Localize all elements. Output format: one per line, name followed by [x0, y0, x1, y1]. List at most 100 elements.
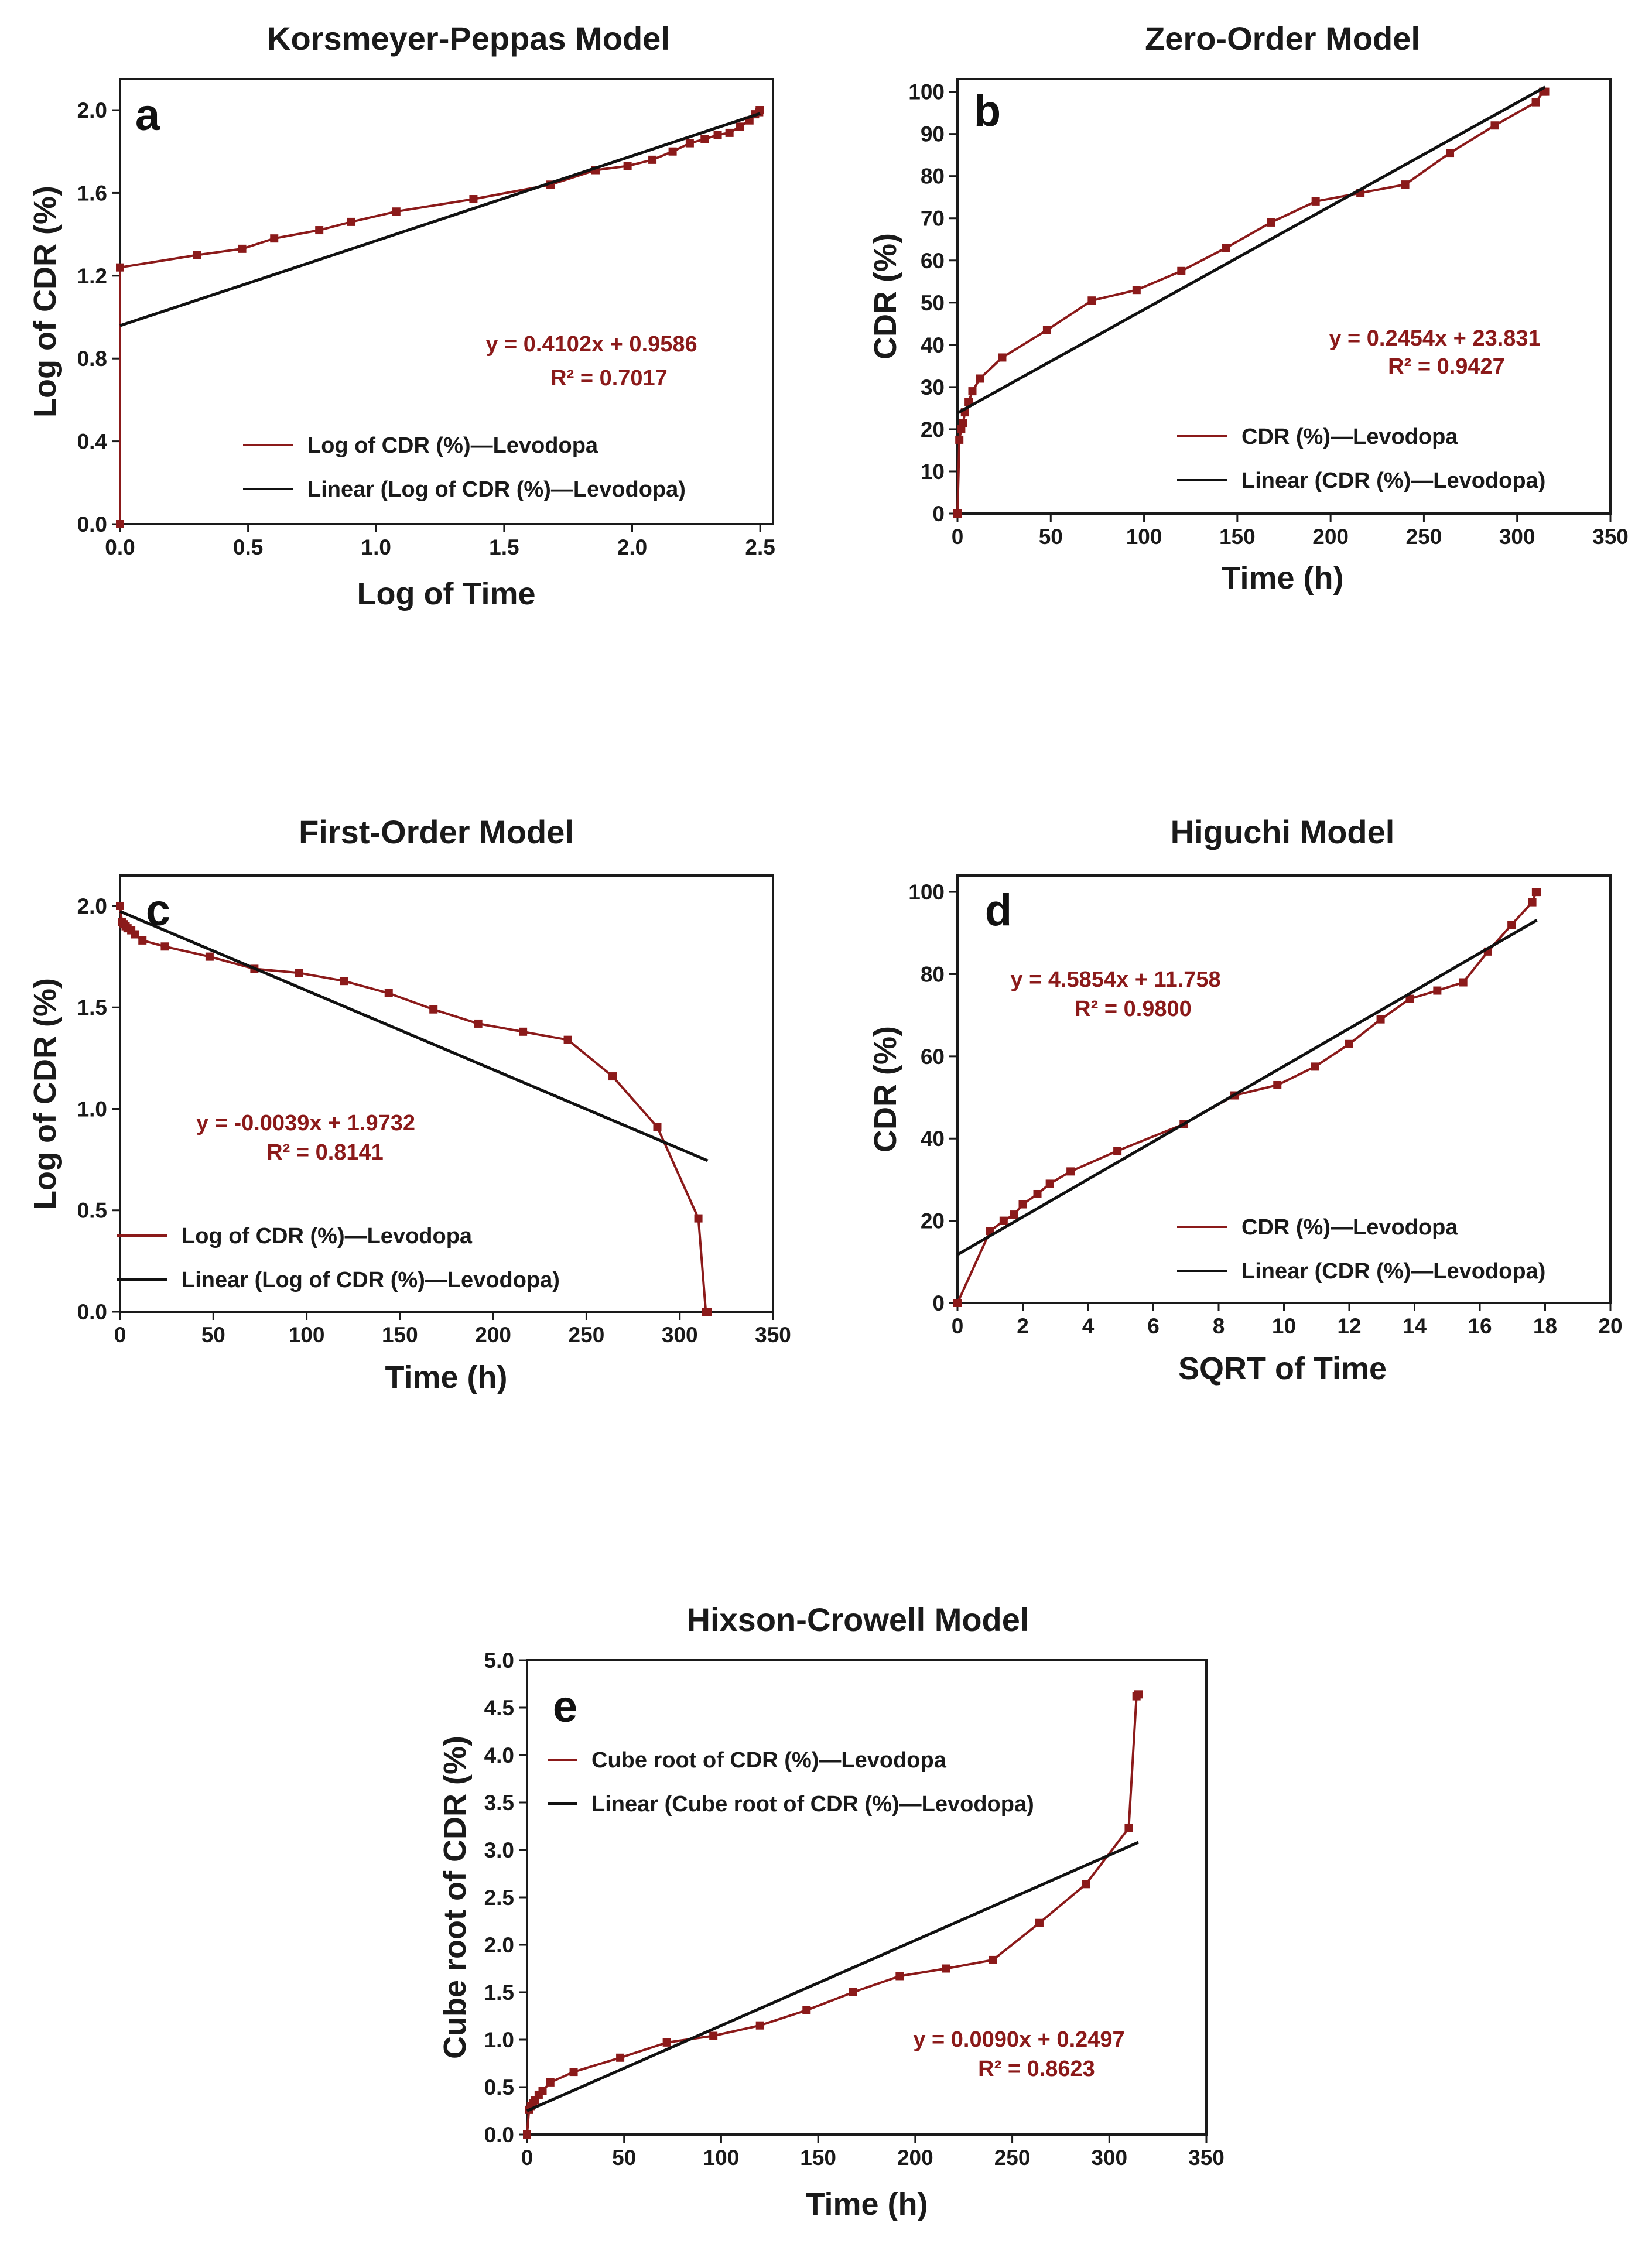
panel-c-title: First-Order Model	[299, 813, 574, 850]
panel-d-data-point	[1018, 1200, 1027, 1209]
panel-a-xtick-label: 2.5	[745, 535, 775, 559]
panel-b-xtick-label: 100	[1126, 525, 1162, 549]
panel-a-x-axis-label: Log of Time	[357, 576, 536, 611]
panel-e-r-squared: R² = 0.8623	[978, 2057, 1095, 2081]
panel-b-ytick-label: 70	[921, 207, 945, 231]
panel-a-data-point	[725, 128, 734, 137]
panel-a-xtick-label: 1.5	[489, 535, 519, 559]
panel-c-xtick-label: 100	[289, 1323, 325, 1347]
panel-c-xtick-label: 150	[382, 1323, 418, 1347]
panel-d-data-point	[1507, 921, 1516, 929]
panel-a-equation: y = 0.4102x + 0.9586	[485, 332, 697, 357]
panel-b-data-point	[964, 398, 973, 406]
panel-b-ytick-label: 60	[921, 249, 945, 273]
panel-b-legend-label-fit: Linear (CDR (%)—Levodopa)	[1241, 468, 1545, 493]
panel-c-panel-label: c	[146, 885, 170, 935]
panel-e-data-point	[662, 2038, 671, 2047]
panel-e-ytick-label: 0.0	[484, 2123, 514, 2147]
panel-b-data-point	[955, 435, 964, 444]
panel-b-ytick-label: 50	[921, 291, 945, 315]
panel-d-equation: y = 4.5854x + 11.758	[1010, 967, 1220, 992]
panel-d-xtick-label: 2	[1017, 1314, 1029, 1338]
panel-b-panel-label: b	[974, 86, 1001, 136]
panel-c-data-point	[384, 989, 393, 997]
panel-c-data-point	[340, 977, 348, 986]
panel-e-ytick-label: 3.5	[484, 1791, 514, 1815]
panel-c-fit-line	[119, 909, 709, 1162]
panel-b-xtick-label: 50	[1039, 525, 1063, 549]
panel-d-data-point	[1045, 1179, 1054, 1188]
panel-e-data-point	[538, 2087, 547, 2095]
panel-d-fit-line	[956, 919, 1538, 1256]
panel-b-data-point	[968, 387, 977, 396]
panel-b-data-point	[1401, 180, 1410, 189]
panel-e-ytick-label: 2.0	[484, 1933, 514, 1957]
panel-d-data-point	[1533, 888, 1541, 897]
panel-b-xtick-label: 300	[1499, 525, 1535, 549]
panel-e-data-point	[895, 1972, 904, 1981]
panel-b-y-axis-label: CDR (%)	[868, 233, 903, 360]
panel-e-xtick-label: 350	[1188, 2146, 1225, 2170]
panel-e-title: Hixson-Crowell Model	[687, 1601, 1029, 1638]
panel-e-y-axis-label: Cube root of CDR (%)	[437, 1736, 473, 2059]
panel-c-data-point	[131, 930, 139, 939]
panel-b-frame	[956, 78, 1612, 515]
panel-d-data-point	[1345, 1039, 1353, 1048]
panel-b-data-point	[1132, 286, 1141, 295]
panel-d-y-axis-label: CDR (%)	[868, 1026, 903, 1152]
panel-d-xtick-label: 4	[1082, 1314, 1095, 1338]
panel-e-ytick-label: 1.5	[484, 1981, 514, 2005]
panel-e-xtick-label: 150	[800, 2146, 836, 2170]
panel-e-ytick-label: 1.0	[484, 2028, 514, 2052]
panel-a-xtick-label: 0.5	[233, 535, 263, 559]
panel-e-data-point	[989, 1955, 997, 1964]
panel-e-data-point	[755, 2021, 764, 2030]
panel-b-r-squared: R² = 0.9427	[1388, 354, 1505, 379]
panel-c-data-point	[160, 942, 169, 951]
panel-a-data-point	[392, 207, 401, 216]
panel-d-data-point	[1066, 1167, 1075, 1176]
panel-c-data-line	[119, 905, 708, 1313]
panel-a-data-point	[648, 155, 657, 164]
panel-e-data-point	[709, 2031, 718, 2040]
panel-d-data-point	[1405, 994, 1414, 1003]
panel-e-data-point	[569, 2068, 578, 2077]
panel-d-ytick-label: 60	[921, 1045, 945, 1069]
panel-b-xtick-label: 350	[1592, 525, 1629, 549]
panel-a-ytick-label: 0.4	[77, 430, 108, 454]
panel-b-xtick-label: 200	[1312, 525, 1349, 549]
panel-d-x-axis-label: SQRT of Time	[1178, 1351, 1387, 1386]
panel-a-ytick-label: 1.2	[77, 264, 107, 288]
panel-c-data-point	[694, 1214, 703, 1223]
panel-c-xtick-label: 350	[755, 1323, 791, 1347]
panel-b-data-point	[1446, 149, 1455, 158]
panel-a-xtick-label: 0.0	[105, 535, 135, 559]
panel-d-ytick-label: 80	[921, 962, 945, 986]
panel-c-ytick-label: 2.0	[77, 894, 107, 918]
panel-e-panel-label: e	[553, 1682, 577, 1732]
panel-b-data-point	[953, 509, 962, 518]
panel-d-data-point	[1528, 898, 1537, 907]
panel-b-ytick-label: 40	[921, 333, 945, 357]
panel-a-legend-label-data: Log of CDR (%)—Levodopa	[307, 433, 598, 458]
panel-d-data-point	[1113, 1147, 1122, 1155]
panel-d-legend-label-fit: Linear (CDR (%)—Levodopa)	[1241, 1259, 1545, 1284]
panel-a-data-point	[469, 195, 478, 204]
panel-a-data-point	[713, 131, 722, 139]
panel-e-data-point	[616, 2053, 625, 2062]
panel-e-data-point	[1124, 1824, 1133, 1832]
panel-a-panel-label: a	[135, 90, 160, 140]
panel-d-data-point	[999, 1216, 1008, 1225]
panel-a-title: Korsmeyer-Peppas Model	[267, 20, 670, 57]
panel-e-ytick-label: 4.0	[484, 1743, 514, 1767]
panel-c-frame	[119, 874, 774, 1313]
panel-b-ytick-label: 10	[921, 460, 945, 484]
panel-e-ytick-label: 4.5	[484, 1696, 514, 1720]
panel-a-xtick-label: 2.0	[617, 535, 647, 559]
panel-d-data-point	[1311, 1062, 1319, 1071]
panel-b-data-point	[1177, 266, 1186, 275]
panel-a-data-point	[193, 251, 201, 259]
panel-d-ytick-label: 40	[921, 1127, 945, 1151]
panel-c-ytick-label: 1.5	[77, 996, 107, 1020]
panel-a-ytick-label: 0.0	[77, 512, 107, 536]
